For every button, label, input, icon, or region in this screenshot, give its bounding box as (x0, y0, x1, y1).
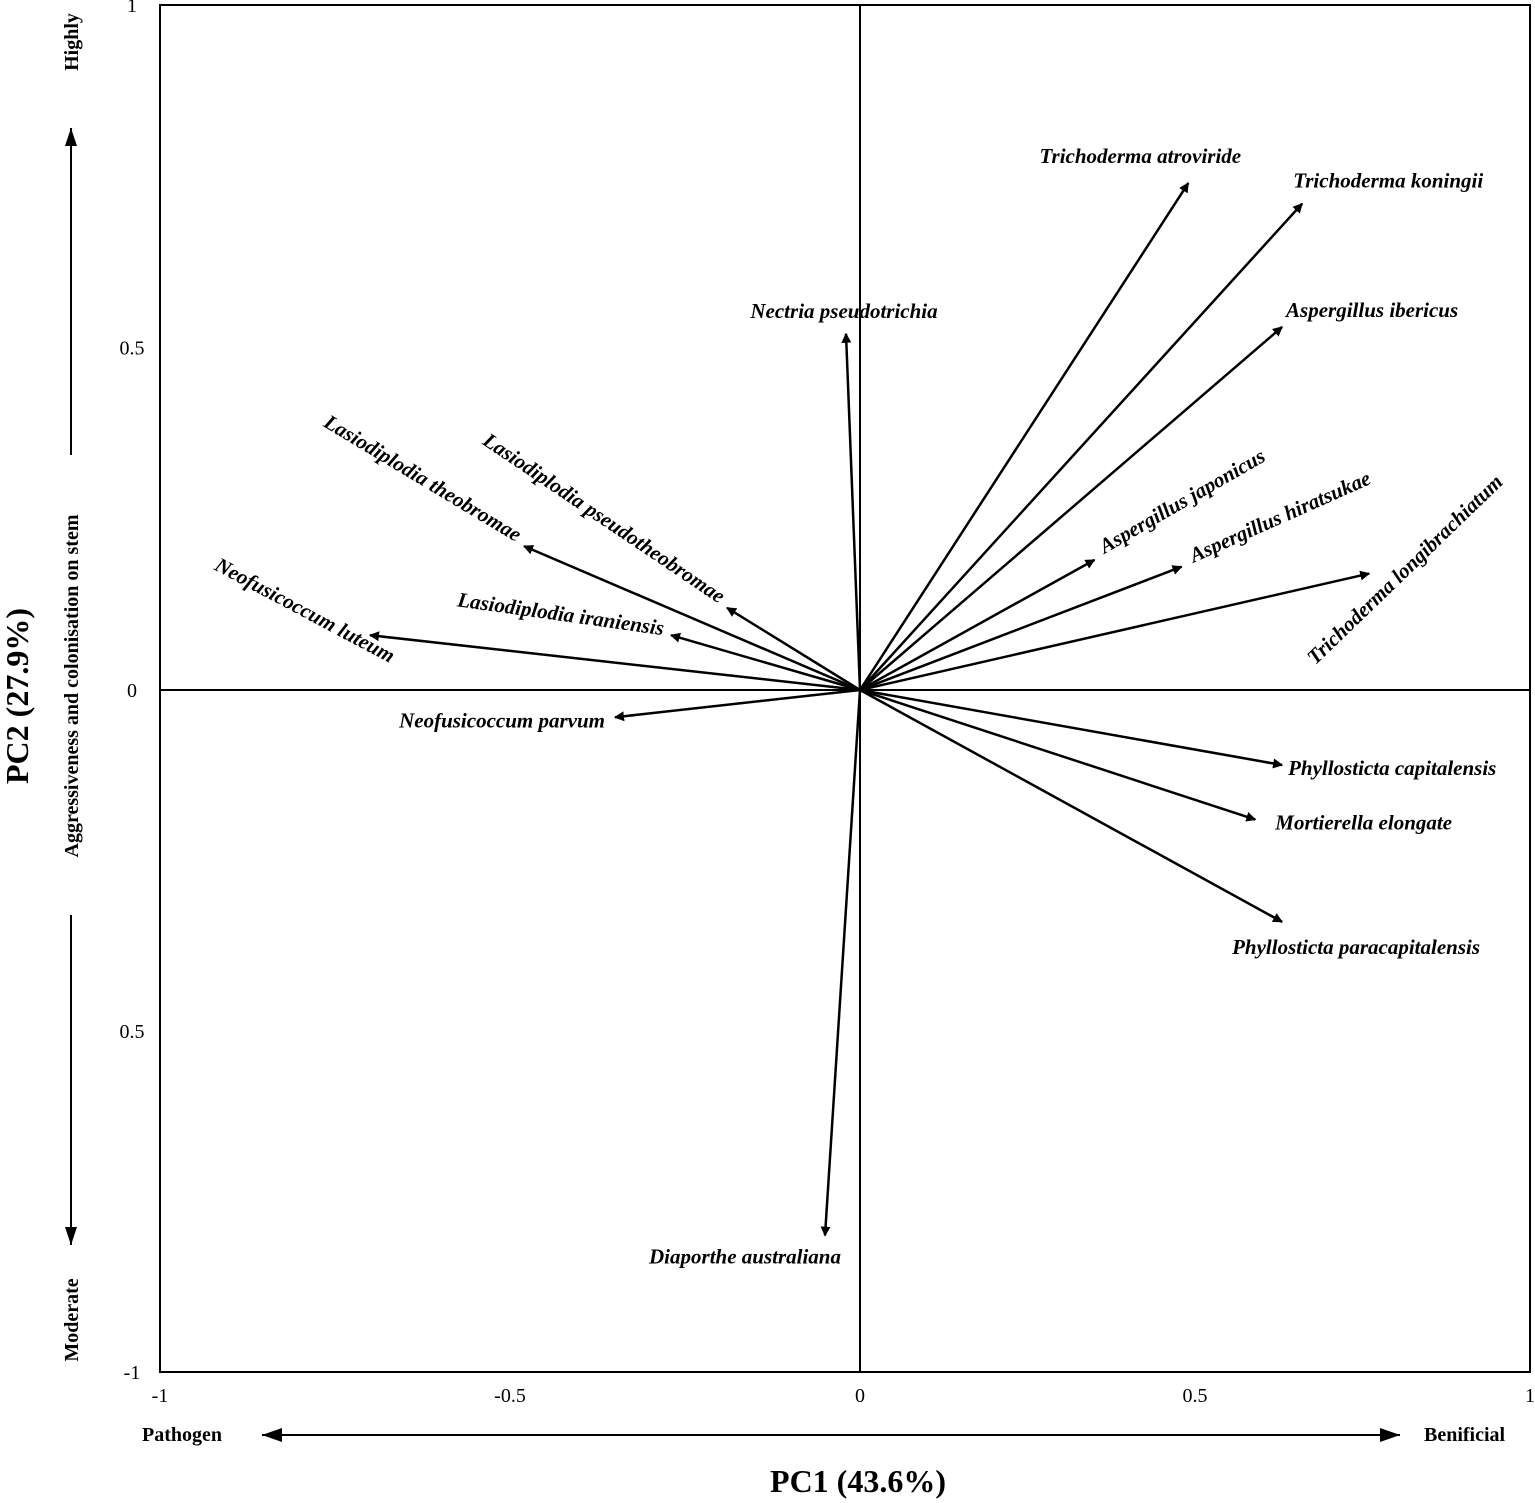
vector-neofusicoccum-luteum (369, 631, 861, 692)
y-tick-label: 0.5 (120, 1021, 145, 1043)
x-negative-label: Pathogen (142, 1424, 222, 1446)
vector-nectria-pseudotrichia (841, 332, 862, 691)
vector-aspergillus-hiratsukae (859, 565, 1183, 692)
vector-label-aspergillus-ibericus: Aspergillus ibericus (1284, 298, 1458, 322)
vector-aspergillus-ibericus (859, 326, 1283, 691)
vector-label-nectria-pseudotrichia: Nectria pseudotrichia (749, 299, 937, 323)
y-tick-label: 0 (127, 680, 137, 702)
x-semantic-arrow-left-head (262, 1428, 282, 1442)
y-tick-labels: 1 0.5 0 0.5 -1 (120, 0, 145, 1384)
y-semantic-arrow-top-head (65, 128, 77, 146)
vector-phyllosticta-capitalensis (859, 688, 1284, 769)
vector-lasiodiplodia-pseudotheobromae (726, 606, 861, 692)
vector-label-neofusicoccum-parvum: Neofusicoccum parvum (398, 708, 605, 732)
y-axis-title: PC2 (27.9%) (0, 608, 35, 784)
x-tick-label: -1 (152, 1385, 169, 1407)
vector-trichoderma-longibrachiatum (859, 570, 1371, 692)
x-tick-label: -0.5 (494, 1385, 526, 1407)
vector-phyllosticta-paracapitalensis (859, 688, 1283, 923)
vector-label-phyllosticta-paracapitalensis: Phyllosticta paracapitalensis (1231, 935, 1480, 959)
y-negative-label: Moderate (61, 1278, 83, 1361)
vector-lasiodiplodia-theobromae (523, 545, 861, 692)
y-positive-label: Highly (61, 13, 83, 71)
loading-vectors: Trichoderma atroviride Trichoderma koning… (210, 144, 1507, 1269)
vector-aspergillus-japonicus (859, 558, 1096, 692)
x-tick-labels: -1 -0.5 0 0.5 1 (152, 1385, 1535, 1407)
vector-mortierella-elongate (859, 688, 1257, 822)
x-tick-label: 1 (1525, 1385, 1535, 1407)
vector-label-mortierella-elongate: Mortierella elongate (1274, 811, 1452, 835)
y-tick-label: -1 (124, 1362, 141, 1384)
x-axis-title: PC1 (43.6%) (770, 1463, 946, 1499)
vector-neofusicoccum-parvum (614, 688, 861, 722)
vector-trichoderma-koningii (859, 202, 1304, 691)
x-positive-label: Benificial (1424, 1424, 1506, 1446)
x-tick-label: 0.5 (1183, 1385, 1208, 1407)
y-tick-label: 0.5 (120, 338, 145, 360)
vector-label-diaporthe-australiana: Diaporthe australiana (648, 1245, 841, 1269)
vector-lasiodiplodia-iraniensis (670, 632, 861, 692)
x-tick-label: 0 (855, 1385, 865, 1407)
vector-diaporthe-australiana (820, 689, 862, 1237)
vector-label-phyllosticta-capitalensis: Phyllosticta capitalensis (1287, 756, 1496, 780)
vector-label-neofusicoccum-luteum: Neofusicoccum luteum (210, 552, 399, 668)
y-semantic-arrow-bottom-head (65, 1227, 77, 1245)
vector-label-lasiodiplodia-iraniensis: Lasiodiplodia iraniensis (455, 587, 666, 640)
vector-label-trichoderma-koningii: Trichoderma koningii (1293, 169, 1483, 193)
y-semantic-label: Aggressiveness and colonisation on stem (61, 514, 83, 857)
vector-trichoderma-atroviride (858, 182, 1190, 691)
y-tick-label: 1 (127, 0, 137, 17)
vector-label-trichoderma-atroviride: Trichoderma atroviride (1039, 144, 1241, 168)
x-semantic-arrow-right-head (1380, 1428, 1400, 1442)
plot-frame (159, 4, 1531, 1373)
